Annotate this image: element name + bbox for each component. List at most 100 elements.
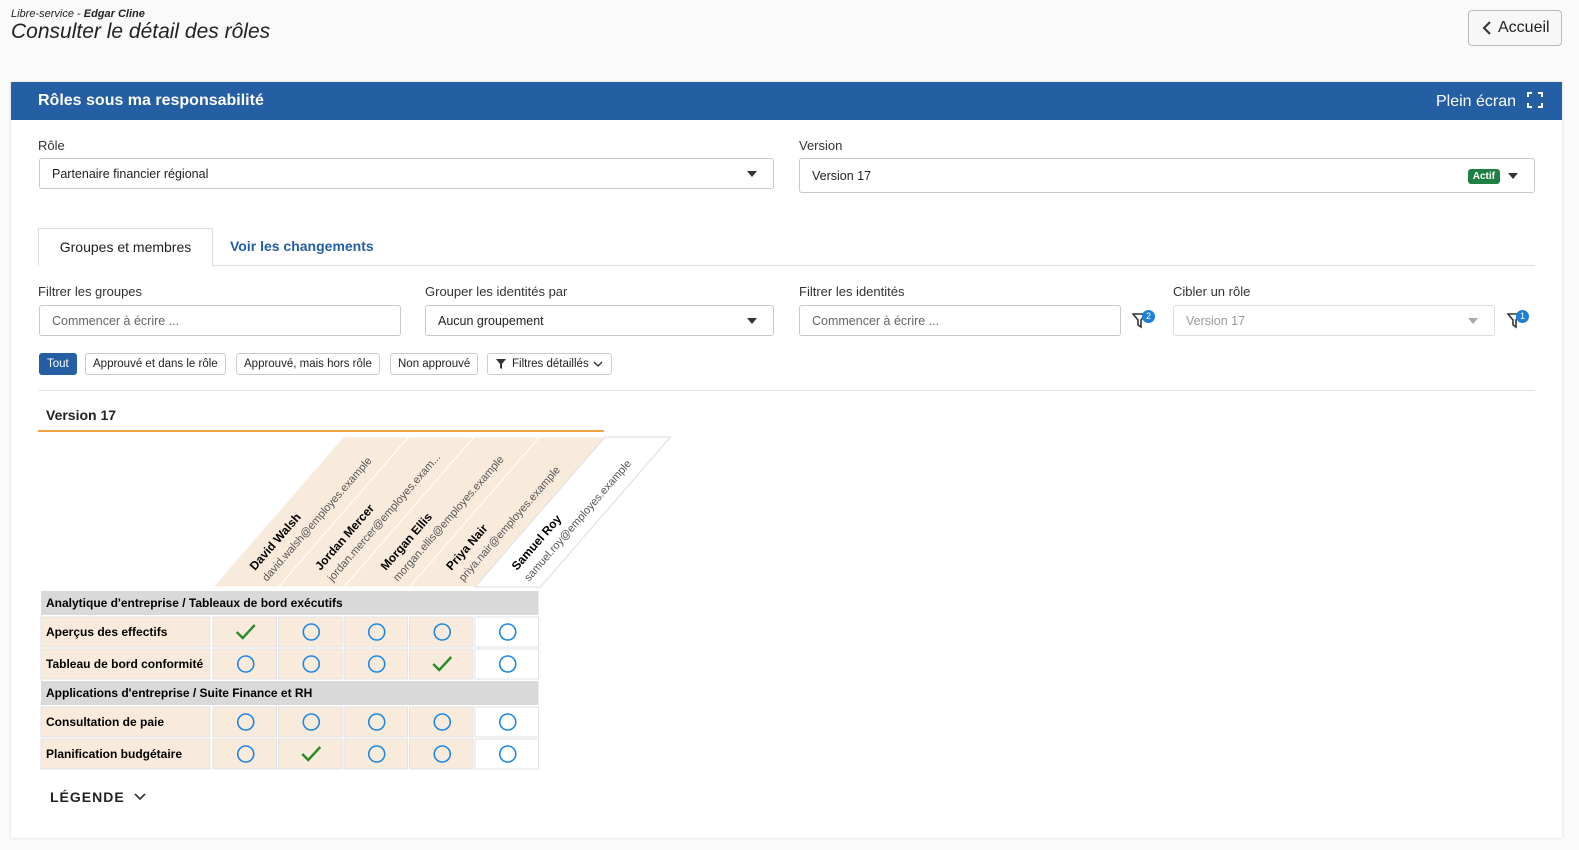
matrix-cell	[474, 648, 539, 680]
role-select[interactable]: Partenaire financier régional	[39, 158, 774, 189]
grouping-value: Aucun groupement	[438, 313, 544, 328]
home-button[interactable]: Accueil	[1468, 10, 1562, 46]
matrix-cell	[409, 648, 474, 680]
panel-header	[11, 82, 1562, 120]
member-header	[473, 436, 672, 588]
approved-icon	[432, 656, 453, 672]
matrix-cell	[409, 616, 474, 648]
filter-label: Grouper les identités par	[425, 284, 568, 299]
row-label-cell	[40, 706, 211, 738]
filter-icon	[496, 359, 506, 369]
chevron-left	[1482, 21, 1491, 35]
version-value: Version 17	[812, 168, 872, 183]
tab-active[interactable]: Groupes et membres	[38, 228, 213, 266]
identity-filter-input[interactable]: Commencer à écrire ...	[799, 305, 1121, 336]
pending-icon	[433, 745, 452, 763]
tab[interactable]: Voir les changements	[230, 238, 374, 254]
divider	[38, 390, 1535, 391]
active-badge: Actif	[1467, 169, 1500, 184]
pending-icon	[302, 655, 321, 673]
chip[interactable]: Approuvé et dans le rôle	[85, 353, 226, 375]
matrix-cell	[343, 616, 408, 648]
matrix-cell	[212, 706, 277, 738]
matrix-cell	[278, 706, 343, 738]
placeholder: Commencer à écrire ...	[52, 313, 180, 328]
pending-icon	[236, 713, 255, 731]
version-select[interactable]: Version 17 Actif	[799, 158, 1535, 193]
group-header	[41, 591, 539, 615]
row-label: Tableau de bord conformité	[46, 657, 203, 671]
matrix-cell	[474, 616, 539, 648]
matrix-cell	[474, 738, 539, 770]
breadcrumb-prefix: Libre-service -	[11, 8, 81, 20]
row-label: Consultation de paie	[46, 715, 164, 729]
filter-label: Filtrer les identités	[799, 284, 905, 299]
target-role-select[interactable]: Version 17	[1173, 305, 1495, 336]
target-role-value: Version 17	[1186, 313, 1246, 328]
chip[interactable]: Approuvé, mais hors rôle	[236, 353, 380, 375]
panel-title: Rôles sous ma responsabilité	[38, 92, 264, 109]
row-label-cell	[40, 648, 211, 680]
group-name: Analytique d'entreprise / Tableaux de bo…	[46, 596, 343, 610]
approved-icon	[235, 624, 256, 640]
legend-label: LÉGENDE	[50, 789, 125, 805]
role-value: Partenaire financier régional	[52, 166, 209, 181]
matrix-cell	[343, 738, 408, 770]
chip[interactable]: Non approuvé	[390, 353, 479, 375]
chevron-down	[134, 793, 146, 801]
detailed-filters-label: Filtres détaillés	[512, 358, 589, 370]
matrix-title: Version 17	[46, 407, 117, 423]
matrix-cell	[343, 706, 408, 738]
row-label-cell	[40, 738, 211, 770]
detailed-filters-button[interactable]: Filtres détaillés	[487, 353, 612, 375]
matrix-cell	[409, 706, 474, 738]
filter-badge: 1	[1516, 310, 1529, 323]
matrix-cell	[278, 648, 343, 680]
pending-icon	[498, 713, 517, 731]
pending-icon	[367, 745, 386, 763]
home-label: Accueil	[1498, 19, 1550, 36]
legend-toggle[interactable]: LÉGENDE	[50, 789, 146, 805]
matrix-cell	[474, 706, 539, 738]
chevron-down	[593, 361, 603, 367]
fullscreen-button[interactable]: Plein écran	[1436, 92, 1543, 111]
page-title: Consulter le détail des rôles	[11, 20, 271, 43]
placeholder: Commencer à écrire ...	[812, 313, 940, 328]
matrix-cell	[212, 616, 277, 648]
pending-icon	[433, 713, 452, 731]
role-label: Rôle	[38, 138, 65, 153]
breadcrumb-user: Edgar Cline	[83, 8, 145, 20]
group-header	[41, 681, 539, 705]
pending-icon	[498, 623, 517, 641]
matrix-cell	[409, 738, 474, 770]
tab-line	[213, 265, 1535, 266]
matrix-cell	[212, 738, 277, 770]
matrix-cell	[212, 648, 277, 680]
role-matrix: David Walshdavid.walsh@employes.exampleJ…	[40, 436, 672, 770]
fullscreen-icon	[1526, 92, 1543, 108]
filter-badge: 2	[1142, 310, 1155, 323]
filter-label: Cibler un rôle	[1173, 284, 1251, 299]
pending-icon	[433, 623, 452, 641]
pending-icon	[498, 745, 517, 763]
pending-icon	[236, 745, 255, 763]
pending-icon	[498, 655, 517, 673]
row-label: Planification budgétaire	[46, 747, 182, 761]
pending-icon	[302, 623, 321, 641]
pending-icon	[367, 655, 386, 673]
pending-icon	[367, 623, 386, 641]
group-filter-input[interactable]: Commencer à écrire ...	[39, 305, 401, 336]
version-label: Version	[799, 138, 843, 153]
matrix-cell	[278, 738, 343, 770]
row-label-cell	[40, 616, 211, 648]
matrix-cell	[278, 616, 343, 648]
filter-label: Filtrer les groupes	[38, 284, 143, 299]
pending-icon	[302, 713, 321, 731]
grouping-select[interactable]: Aucun groupement	[425, 305, 774, 336]
approved-icon	[301, 746, 322, 762]
matrix-title-underline	[38, 430, 604, 432]
chip-active[interactable]: Tout	[39, 353, 77, 375]
pending-icon	[236, 655, 255, 673]
pending-icon	[367, 713, 386, 731]
